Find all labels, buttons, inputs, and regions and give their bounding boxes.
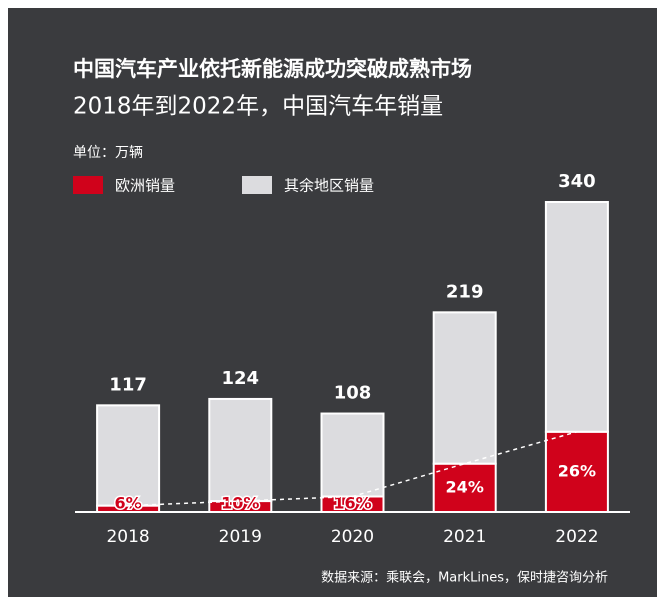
- share-label: 16%: [333, 494, 371, 513]
- x-tick-label: 2018: [106, 527, 149, 547]
- share-line: [128, 431, 578, 507]
- legend-swatch: [242, 176, 272, 194]
- bar-segment: [432, 311, 497, 465]
- legend-swatch: [73, 176, 103, 194]
- share-label: 10%: [221, 494, 259, 513]
- source: 数据来源：乘联会，MarkLines，保时捷咨询分析: [321, 571, 608, 586]
- bar-segment: [208, 397, 273, 503]
- share-label: 26%: [558, 461, 596, 480]
- x-tick-label: 2021: [443, 527, 486, 547]
- legend-label: 其余地区销量: [284, 177, 374, 195]
- total-label: 117: [109, 374, 147, 395]
- total-label: 108: [334, 383, 372, 404]
- total-label: 124: [222, 368, 260, 389]
- chart-subtitle: 2018年到2022年，中国汽车年销量: [73, 94, 443, 120]
- bar-segment: [96, 404, 161, 507]
- share-label: 6%: [115, 494, 142, 513]
- x-tick-label: 2019: [219, 527, 262, 547]
- x-tick-label: 2020: [331, 527, 374, 547]
- share-label: 24%: [446, 477, 484, 496]
- bar-segment: [544, 430, 609, 513]
- chart-title: 中国汽车产业依托新能源成功突破成熟市场: [73, 57, 472, 81]
- unit-label: 单位：万辆: [73, 145, 143, 161]
- x-tick-label: 2022: [555, 527, 598, 547]
- legend-label: 欧洲销量: [115, 177, 175, 195]
- bar-segment: [320, 412, 385, 498]
- total-label: 219: [446, 281, 484, 302]
- total-label: 340: [558, 171, 596, 192]
- bar-segment: [544, 201, 609, 433]
